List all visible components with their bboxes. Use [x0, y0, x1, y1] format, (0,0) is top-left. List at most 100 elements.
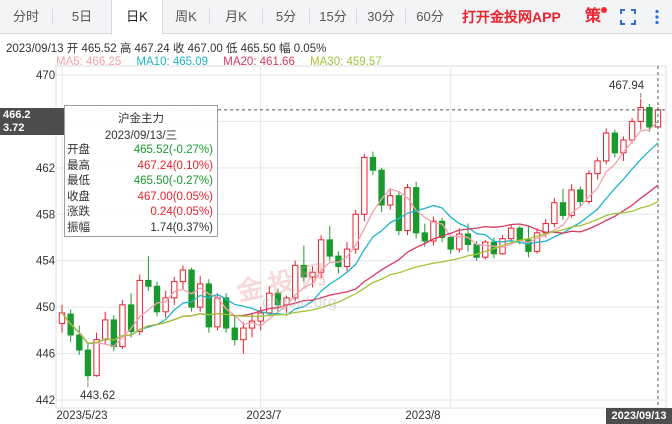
candle-body: [93, 339, 100, 377]
candle-body: [119, 304, 126, 348]
candle-body: [430, 220, 437, 242]
period-low-label: 443.62: [80, 390, 116, 402]
candle-body: [352, 213, 359, 250]
moving-average-legend: MA5: 466.25 MA10: 465.09 MA20: 461.66 MA…: [56, 56, 394, 68]
tab-divider: [356, 9, 357, 25]
tooltip-key: 涨跌: [67, 206, 90, 218]
tab-5-min[interactable]: 5分: [275, 9, 297, 24]
candle-body: [309, 271, 316, 278]
tooltip-row-high: 最高 467.24(0.10%): [65, 159, 217, 175]
tooltip-value: 1.74(0.37%): [150, 221, 213, 234]
watermark-url: cngold.org: [262, 294, 337, 311]
open-app-link[interactable]: 打开金投网APP: [462, 9, 561, 25]
tooltip-value: 467.24(0.10%): [137, 159, 213, 172]
candle-body: [421, 232, 428, 242]
candle-body: [292, 264, 299, 299]
tab-intraday[interactable]: 分时: [12, 9, 39, 24]
y-tick-label: 446: [36, 349, 55, 361]
tab-30-min[interactable]: 30分: [367, 9, 395, 24]
candle-body: [188, 269, 195, 308]
tooltip-date: 2023/09/13/三: [104, 130, 178, 142]
strategy-icon[interactable]: 策: [585, 8, 602, 25]
period-high-label: 467.94: [609, 80, 645, 92]
ma5-legend: MA5: 466.25: [56, 56, 122, 68]
candle-body: [248, 320, 256, 329]
candle-body: [369, 156, 377, 171]
x-tick-label: 2023/8: [405, 410, 440, 422]
candle-body: [620, 139, 627, 154]
tooltip-row-change: 涨跌 0.24(0.05%): [65, 205, 217, 221]
tab-60-min[interactable]: 60分: [416, 9, 444, 24]
candlestick-chart[interactable]: 4704664624584544504464422023/5/232023/72…: [0, 54, 672, 424]
y-tick-label: 454: [36, 256, 56, 268]
candle-body: [266, 292, 273, 314]
tab-divider: [262, 9, 263, 25]
candle-body: [317, 239, 325, 273]
candle-body: [525, 239, 532, 252]
candle-body: [214, 297, 221, 328]
candle-body: [568, 189, 575, 216]
notification-dot: [601, 7, 607, 13]
tab-daily-k[interactable]: 日K: [111, 0, 163, 35]
candle-body: [102, 319, 109, 341]
candle-body: [240, 327, 247, 341]
candle-body: [585, 173, 593, 203]
tooltip-key: 最低: [67, 175, 90, 187]
tooltip-title: 沪金主力: [118, 113, 164, 125]
candle-body: [551, 202, 558, 225]
fullscreen-icon[interactable]: [620, 9, 636, 25]
tab-weekly-k[interactable]: 周K: [175, 9, 197, 24]
candle-body: [482, 241, 489, 258]
tooltip-key: 最高: [67, 159, 90, 172]
candle-body: [654, 109, 662, 128]
candle-body: [387, 195, 394, 206]
candle-body: [162, 297, 169, 313]
candle-body: [127, 304, 135, 333]
candle-body: [507, 227, 515, 240]
candle-body: [378, 169, 385, 206]
period-tab-bar: 分时 5日 日K 周K 月K 5分 15分 30分 60分 打开金投网APP 策: [0, 0, 672, 35]
x-tick-label: 2023/7: [246, 410, 281, 422]
tab-15-min[interactable]: 15分: [319, 9, 347, 24]
candle-body: [404, 187, 411, 232]
candle-body: [136, 279, 143, 333]
candle-body: [516, 227, 523, 241]
candle-body: [611, 132, 618, 154]
candle-body: [300, 264, 308, 278]
ma20-legend: MA20: 461.66: [223, 56, 295, 68]
plot-frame: [55, 65, 667, 409]
crosshair-date-label: 2023/09/13: [606, 408, 672, 424]
tooltip-row-open: 开盘 465.52(-0.27%): [65, 143, 217, 159]
tab-monthly-k[interactable]: 月K: [225, 9, 247, 24]
candle-body: [145, 279, 152, 287]
candle-body: [559, 202, 567, 216]
crosshair-change-label: 3.72: [0, 121, 64, 135]
candle-body: [84, 349, 92, 377]
candle-body: [171, 281, 178, 299]
tooltip-value: 467.00(0.05%): [137, 190, 213, 203]
candle-body: [447, 237, 454, 250]
candle-body: [456, 233, 463, 250]
y-tick-label: 458: [36, 209, 55, 221]
tooltip-key: 开盘: [67, 144, 90, 156]
y-tick-label: 462: [36, 163, 55, 175]
y-tick-label: 450: [36, 302, 55, 314]
candle-body: [231, 327, 238, 341]
tooltip-row-amplitude: 振幅 1.74(0.37%): [65, 221, 217, 237]
crosshair-price-label: 466.2: [0, 108, 64, 122]
more-options-icon[interactable]: [649, 9, 665, 25]
candle-body: [602, 132, 610, 162]
tab-divider: [52, 9, 53, 25]
candle-body: [594, 160, 601, 175]
ohlc-info-line: 2023/09/13 开 465.52 高 467.24 收 467.00 低 …: [6, 43, 327, 55]
ma10-line: [61, 142, 659, 345]
candle-body: [628, 120, 636, 141]
tab-5-day[interactable]: 5日: [71, 9, 93, 24]
candle-body: [438, 220, 446, 238]
tab-divider: [209, 9, 210, 25]
x-tick-label: 2023/5/23: [56, 410, 107, 422]
tooltip-row-low: 最低 465.50(-0.27%): [65, 174, 217, 190]
data-tooltip: 沪金主力 2023/09/13/三 开盘 465.52(-0.27%) 最高 467…: [64, 105, 218, 237]
tooltip-value: 465.52(-0.27%): [133, 144, 213, 156]
candle-body: [110, 319, 118, 348]
